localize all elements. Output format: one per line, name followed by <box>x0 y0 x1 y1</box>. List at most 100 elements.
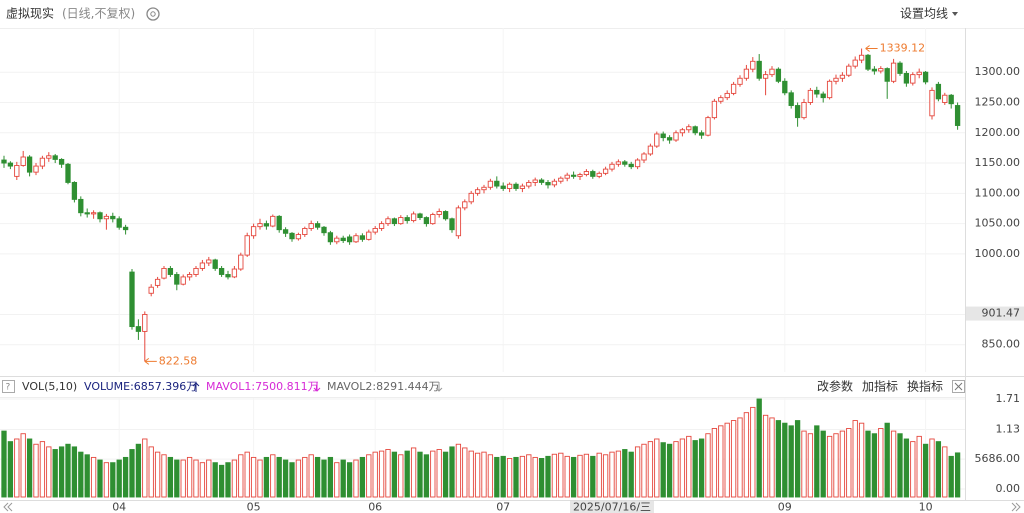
volume-bar <box>634 446 641 498</box>
candle-body <box>391 218 398 225</box>
candle-body <box>276 215 282 231</box>
candle-body <box>666 137 673 141</box>
volume-bar <box>545 455 551 498</box>
high-label: 1339.12 <box>880 42 926 55</box>
volume-bar <box>391 451 398 498</box>
volume-bar <box>948 455 954 498</box>
candle-body <box>519 185 526 189</box>
volume-bar <box>84 454 90 498</box>
candle-body <box>199 262 206 269</box>
help-icon: ? <box>6 383 11 393</box>
volume-bar <box>487 454 494 498</box>
volume-bar <box>302 456 308 498</box>
volume-bar <box>596 452 602 498</box>
candle-body <box>743 68 750 79</box>
volume-bar <box>884 422 890 498</box>
cursor-price-box <box>966 306 1024 321</box>
volume-bar <box>910 441 916 498</box>
volume-bar <box>65 443 71 498</box>
volume-bar <box>762 414 769 498</box>
candle-body <box>302 228 308 235</box>
candle-body <box>916 71 922 76</box>
ma-button[interactable]: 设置均线 <box>900 7 948 21</box>
volume-bar <box>865 430 871 498</box>
volume-bar <box>513 456 519 498</box>
candle-body <box>385 218 391 225</box>
vol-button[interactable]: 加指标 <box>862 379 898 394</box>
volume-bar <box>206 459 212 498</box>
volume-bar <box>353 459 359 498</box>
x-tick-label: 07 <box>496 501 510 513</box>
volume-bar <box>897 433 903 498</box>
candle-body <box>622 161 628 165</box>
volume-bar <box>193 459 199 498</box>
settings-icon[interactable] <box>146 7 160 21</box>
volume-bar <box>743 412 750 498</box>
vol-button[interactable]: 改参数 <box>817 379 853 394</box>
candle-body <box>762 74 769 79</box>
scroll-left[interactable] <box>3 502 13 512</box>
volume-bar <box>167 456 174 498</box>
candle-body <box>711 100 718 119</box>
dropdown-arrow[interactable] <box>952 12 958 16</box>
volume-bar <box>730 420 737 498</box>
candle-body <box>225 274 231 278</box>
vol-mavol2: MAVOL2:8291.444万 <box>327 380 440 393</box>
low-label: 822.58 <box>159 354 198 367</box>
candle-body <box>494 180 500 187</box>
volume-bar <box>718 425 724 498</box>
candle-body <box>257 223 263 228</box>
candle-body <box>186 274 193 278</box>
candle-body <box>481 186 487 191</box>
candle-body <box>820 93 826 99</box>
vol-button[interactable]: 换指标 <box>907 379 943 394</box>
candle-body <box>135 326 142 332</box>
candle-body <box>878 68 884 72</box>
volume-bar <box>878 428 884 498</box>
volume-bar <box>225 462 231 498</box>
volume-bar <box>378 450 385 498</box>
candle-body <box>839 74 846 79</box>
volume-bar <box>212 462 218 498</box>
candle-body <box>615 161 622 165</box>
y-tick-label: 1.71 <box>996 392 1021 405</box>
y-tick-label: 850.00 <box>982 338 1021 351</box>
volume-bar <box>794 420 801 498</box>
candle-body <box>52 155 58 160</box>
volume-bar <box>186 456 193 498</box>
candle-body <box>513 183 519 189</box>
candle-body <box>794 105 801 119</box>
volume-bar <box>346 462 353 498</box>
volume-bar <box>321 459 327 498</box>
volume-bar <box>737 417 743 498</box>
volume-bar <box>289 462 295 498</box>
candle-body <box>154 278 161 286</box>
candle-body <box>455 207 462 237</box>
volume-bar <box>526 454 532 498</box>
candle-body <box>673 132 679 141</box>
close-button[interactable] <box>952 380 965 393</box>
help-button[interactable] <box>2 380 15 393</box>
candle-body <box>487 180 494 188</box>
volume-bar <box>519 455 526 498</box>
candle-body <box>884 68 890 82</box>
scroll-right[interactable] <box>1011 502 1021 512</box>
candle-body <box>33 165 39 173</box>
candle-body <box>174 274 180 285</box>
volume-bar <box>20 433 26 498</box>
volume-bar <box>122 456 129 498</box>
candle-body <box>922 71 929 83</box>
candle-body <box>692 126 698 134</box>
volume-bar <box>257 459 263 498</box>
candle-body <box>26 156 33 173</box>
y-tick-label: 1050.00 <box>975 217 1021 230</box>
volume-bar <box>474 452 481 498</box>
candle-body <box>372 228 378 233</box>
volume-bar <box>494 456 500 498</box>
candle-body <box>532 179 538 183</box>
candle-body <box>39 157 46 167</box>
candle-body <box>583 171 590 176</box>
volume-bar <box>724 422 730 498</box>
x-tick-label: 06 <box>368 501 382 513</box>
candle-body <box>1 159 7 164</box>
